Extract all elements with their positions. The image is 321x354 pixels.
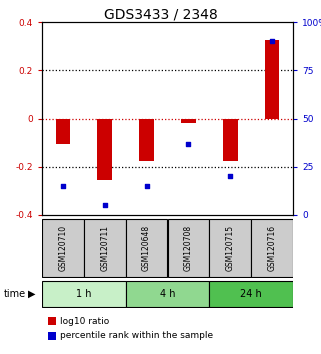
FancyBboxPatch shape [210, 281, 293, 307]
Bar [56, 119, 70, 144]
Bar [223, 119, 238, 161]
Text: GSM120711: GSM120711 [100, 225, 109, 271]
FancyBboxPatch shape [42, 219, 84, 277]
Point [60, 183, 65, 189]
Bar [265, 40, 279, 119]
Text: GSM120716: GSM120716 [268, 225, 277, 271]
Text: GSM120648: GSM120648 [142, 225, 151, 271]
Text: 4 h: 4 h [160, 289, 175, 299]
FancyBboxPatch shape [126, 281, 209, 307]
Bar [181, 119, 196, 123]
FancyBboxPatch shape [84, 219, 126, 277]
Text: 24 h: 24 h [240, 289, 262, 299]
FancyBboxPatch shape [168, 219, 209, 277]
FancyBboxPatch shape [251, 219, 293, 277]
Point [144, 183, 149, 189]
Text: GSM120708: GSM120708 [184, 225, 193, 271]
FancyBboxPatch shape [42, 281, 126, 307]
Point [270, 39, 275, 44]
Text: percentile rank within the sample: percentile rank within the sample [60, 331, 213, 341]
Text: log10 ratio: log10 ratio [60, 316, 110, 325]
Bar [139, 119, 154, 161]
Text: ▶: ▶ [28, 289, 36, 299]
FancyBboxPatch shape [210, 219, 251, 277]
FancyBboxPatch shape [126, 219, 167, 277]
Point [228, 173, 233, 179]
Point [102, 202, 107, 208]
Text: GSM120710: GSM120710 [58, 225, 67, 271]
Text: 1 h: 1 h [76, 289, 91, 299]
Text: GDS3433 / 2348: GDS3433 / 2348 [104, 8, 217, 22]
Bar [98, 119, 112, 180]
Point [186, 141, 191, 147]
Text: GSM120715: GSM120715 [226, 225, 235, 271]
Text: time: time [4, 289, 26, 299]
